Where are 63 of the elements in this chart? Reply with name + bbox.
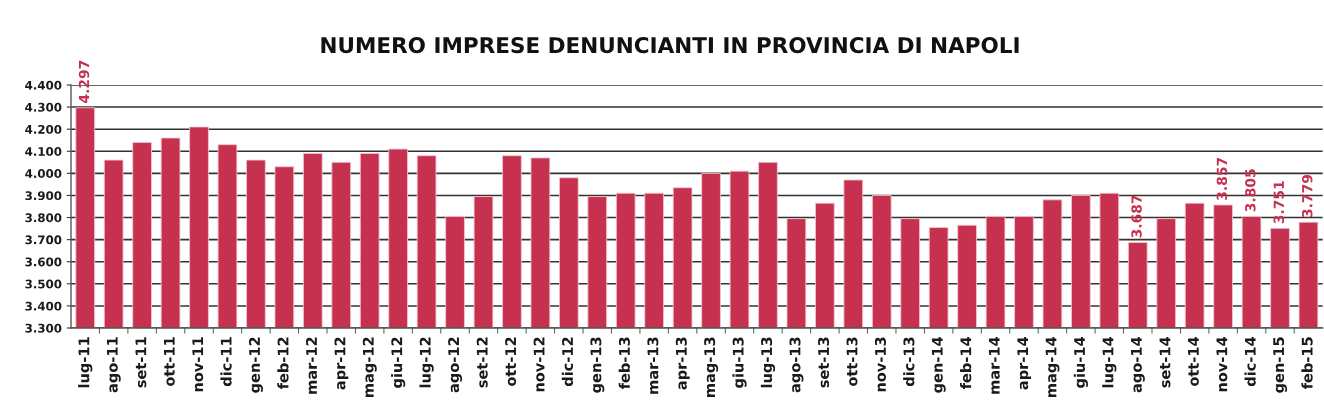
y-tick-label: 3.600 — [25, 257, 62, 267]
x-tick-label: ott-12 — [505, 337, 517, 387]
y-tick-label: 4.400 — [25, 80, 62, 90]
data-label: 3.751 — [1273, 181, 1285, 224]
x-tick-label: lug-14 — [1102, 337, 1117, 388]
x-tick-label: giu-14 — [1073, 337, 1088, 388]
y-tick-label: 3.300 — [25, 323, 62, 333]
x-tick-label: feb-15 — [1301, 337, 1313, 390]
x-tick-label: ago-14 — [1131, 337, 1145, 393]
data-label: 3.687 — [1131, 195, 1142, 238]
x-tick-label: gen-15 — [1273, 337, 1288, 393]
y-tick-label: 4.200 — [25, 124, 62, 134]
x-tick-label: lug-11 — [78, 337, 93, 388]
x-tick-label: set-12 — [476, 337, 488, 388]
data-label: 3.805 — [1245, 169, 1256, 212]
x-tick-label: mar-12 — [306, 337, 318, 394]
x-tick-label: set-13 — [818, 337, 830, 388]
data-label: 4.297 — [78, 60, 90, 103]
y-tick-label: 3.500 — [25, 279, 62, 289]
x-tick-label: nov-14 — [1216, 337, 1228, 392]
x-tick-label: nov-13 — [874, 337, 886, 392]
x-tick-label: mar-14 — [988, 337, 1000, 394]
x-tick-label: feb-12 — [277, 337, 289, 390]
x-tick-label: ott-14 — [1188, 337, 1199, 387]
y-tick-label: 3.700 — [25, 235, 62, 245]
y-tick-label: 4.100 — [25, 147, 62, 156]
x-tick-label: dic-13 — [903, 337, 915, 387]
x-tick-label: ott-11 — [163, 337, 175, 387]
x-tick-label: set-14 — [1159, 337, 1171, 388]
x-tick-label: giu-13 — [732, 337, 747, 388]
chart-title: NUMERO IMPRESE DENUNCIANTI IN PROVINCIA DI NAPOLI — [321, 36, 1019, 54]
x-tick-label: mar-13 — [647, 337, 659, 394]
data-label: 3.857 — [1216, 157, 1228, 200]
x-tick-label: dic-14 — [1244, 337, 1256, 387]
x-tick-label: mag-12 — [362, 337, 377, 397]
x-tick-label: mag-14 — [1045, 337, 1060, 397]
y-tick-label: 3.900 — [25, 191, 62, 201]
x-tick-label: lug-12 — [419, 337, 434, 388]
x-tick-label: set-11 — [135, 337, 147, 388]
y-tick-label: 3.400 — [25, 301, 62, 311]
x-tick-label: feb-14 — [960, 337, 972, 390]
x-tick-label: dic-11 — [220, 337, 232, 387]
x-tick-label: gen-12 — [248, 337, 263, 393]
x-tick-label: ott-13 — [846, 337, 858, 387]
x-tick-label: apr-14 — [1017, 337, 1032, 390]
x-tick-label: giu-12 — [391, 337, 406, 388]
data-label: 3.779 — [1301, 174, 1313, 218]
y-tick-label: 4.300 — [25, 102, 62, 112]
x-tick-label: nov-12 — [533, 337, 545, 392]
x-tick-label: apr-12 — [334, 337, 349, 390]
x-tick-label: mag-13 — [704, 337, 719, 397]
x-tick-label: dic-12 — [561, 337, 574, 387]
x-tick-label: ago-13 — [789, 337, 804, 393]
x-tick-label: ago-11 — [106, 337, 121, 393]
y-tick-label: 3.800 — [25, 213, 62, 223]
x-tick-label: apr-13 — [675, 337, 690, 390]
x-tick-label: gen-14 — [931, 337, 946, 393]
x-tick-label: lug-13 — [760, 337, 776, 388]
x-tick-label: gen-13 — [590, 337, 605, 393]
y-tick-label: 4.000 — [25, 169, 62, 179]
x-tick-label: nov-11 — [192, 337, 204, 392]
x-tick-label: feb-13 — [618, 337, 630, 390]
x-tick-label: ago-12 — [448, 337, 463, 393]
